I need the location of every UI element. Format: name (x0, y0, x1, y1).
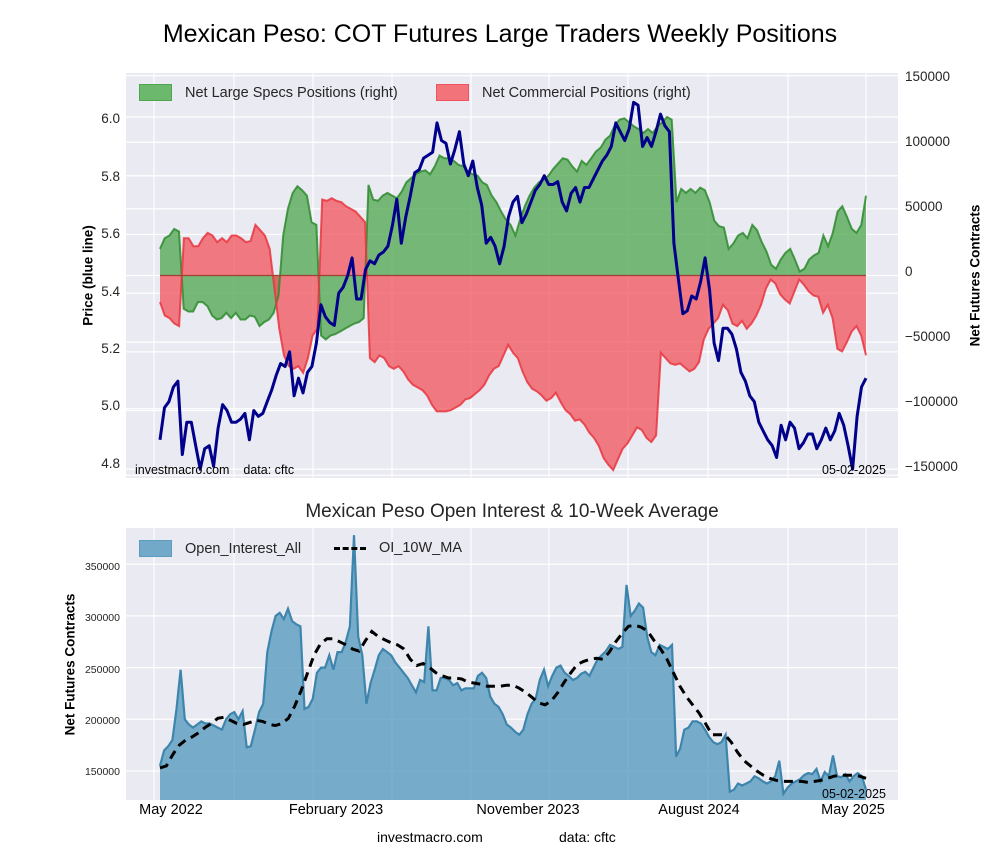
legend-dash-oi-ma (334, 546, 366, 550)
ytick-left: 5.0 (101, 398, 120, 413)
ytick-right: 0 (905, 264, 913, 279)
xtick: May 2022 (139, 802, 203, 818)
line-open-interest (158, 535, 868, 797)
xtick: November 2023 (476, 802, 580, 818)
line-price (158, 100, 868, 471)
watermark-top: investmacro.com data: cftc (135, 463, 295, 477)
legend-label-oi-ma: OI_10W_MA (379, 540, 462, 556)
ytick-left: 5.8 (101, 169, 120, 184)
xtick: February 2023 (288, 802, 384, 818)
footer-source: data: cftc (559, 829, 616, 845)
legend-item-specs: Net Large Specs Positions (right) (139, 84, 398, 101)
legend-label-open-interest: Open_Interest_All (185, 540, 302, 557)
legend-item-commercial: Net Commercial Positions (right) (436, 84, 691, 101)
legend-item-oi-ma: OI_10W_MA (334, 540, 462, 556)
chart-subtitle: Mexican Peso Open Interest & 10-Week Ave… (305, 501, 719, 522)
legend-label-commercial: Net Commercial Positions (right) (482, 84, 691, 101)
xtick: May 2025 (821, 802, 885, 818)
ytick-left: 6.0 (101, 111, 120, 126)
xtick: August 2024 (658, 802, 740, 818)
ytick-right: −50000 (905, 329, 951, 344)
legend-item-open-interest: Open_Interest_All (139, 540, 301, 557)
legend-label-specs: Net Large Specs Positions (right) (185, 84, 398, 101)
line-net-large-specs (159, 115, 867, 341)
ytick-lower: 150000 (84, 766, 120, 778)
area-net-commercial (160, 198, 866, 470)
y-axis-label-right: Net Futures Contracts (967, 204, 983, 347)
ytick-right: −150000 (905, 459, 958, 474)
legend-swatch-specs (139, 84, 172, 101)
ytick-right: 50000 (905, 199, 943, 214)
footer-site: investmacro.com (377, 829, 483, 845)
ytick-lower: 250000 (84, 664, 120, 676)
line-net-commercial (159, 197, 867, 472)
ytick-lower: 300000 (84, 612, 120, 624)
chart-title: Mexican Peso: COT Futures Large Traders … (162, 20, 838, 48)
legend-swatch-commercial (436, 84, 469, 101)
ytick-left: 5.4 (101, 284, 120, 299)
area-net-large-specs (160, 117, 866, 340)
ytick-left: 4.8 (101, 456, 120, 471)
ytick-right: 100000 (905, 134, 951, 149)
line-oi-10w-ma (159, 623, 867, 784)
ytick-left: 5.2 (101, 341, 120, 356)
ytick-lower: 350000 (84, 561, 120, 573)
legend-swatch-open-interest (139, 540, 172, 557)
date-stamp-lower: 05-02-2025 (822, 787, 886, 801)
area-open-interest (160, 535, 866, 800)
date-stamp-top: 05-02-2025 (822, 463, 886, 477)
ytick-right: −100000 (905, 394, 958, 409)
y-axis-label-lower: Net Futures Contracts (62, 593, 78, 736)
ytick-right: 150000 (905, 69, 951, 84)
ytick-lower: 200000 (84, 715, 120, 727)
ytick-left: 5.6 (101, 226, 120, 241)
y-axis-label-left: Price (blue line) (80, 225, 96, 326)
